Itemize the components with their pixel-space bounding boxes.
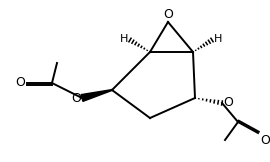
Text: H: H — [120, 34, 128, 44]
Text: O: O — [163, 8, 173, 21]
Polygon shape — [81, 90, 112, 101]
Text: O: O — [223, 97, 233, 110]
Text: H: H — [214, 34, 222, 44]
Text: O: O — [15, 76, 25, 89]
Text: O: O — [260, 134, 270, 147]
Text: O: O — [71, 92, 81, 104]
